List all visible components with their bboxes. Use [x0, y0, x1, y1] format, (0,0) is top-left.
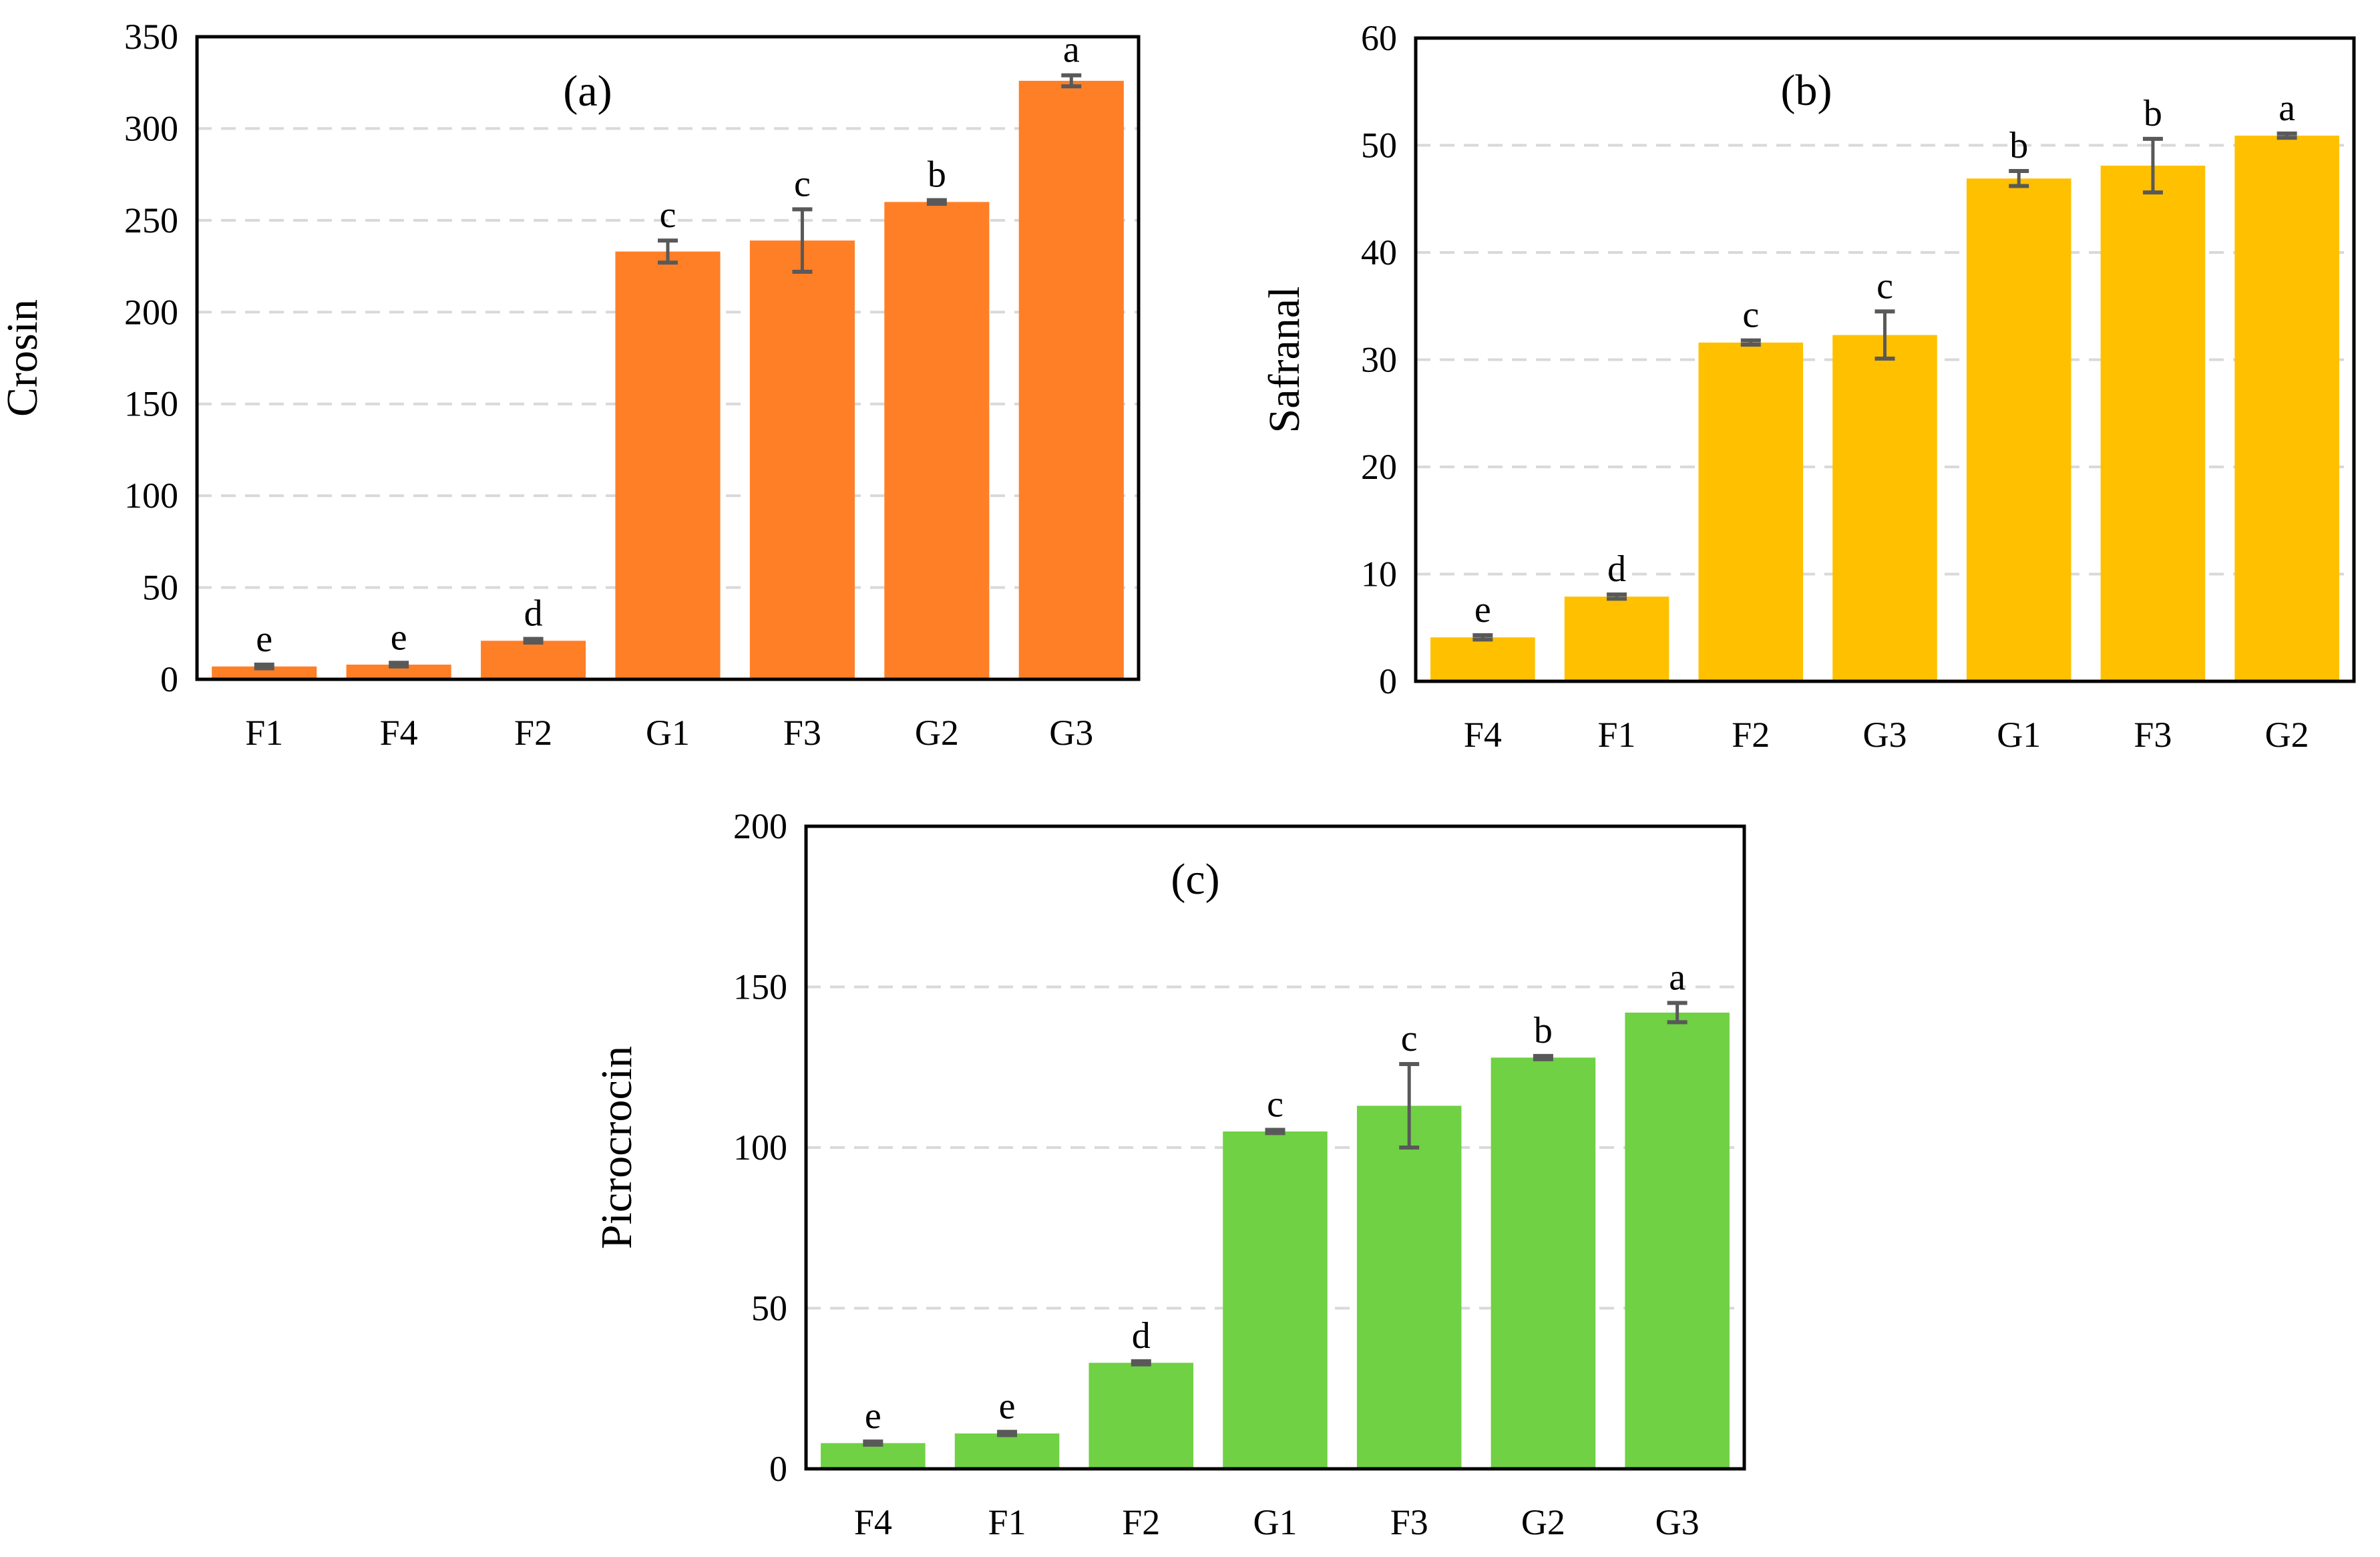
significance-letter: e [1474, 589, 1491, 631]
x-tick-label: G3 [1655, 1502, 1700, 1542]
y-tick-label: 10 [1361, 554, 1397, 594]
y-tick-label: 350 [124, 17, 178, 57]
significance-letter: e [865, 1395, 881, 1437]
bar-f2 [1088, 1363, 1194, 1469]
significance-letter: e [391, 617, 407, 658]
x-tick-label: F4 [380, 713, 418, 753]
bar-g3 [1018, 80, 1124, 680]
bar-f1 [1564, 596, 1669, 681]
plot-frame [804, 824, 1746, 1471]
x-tick-label: F2 [514, 713, 552, 753]
x-tick-label: F4 [854, 1502, 892, 1542]
panel-label: (c) [1171, 855, 1219, 904]
bar-f3 [749, 240, 855, 679]
significance-letter: d [1132, 1315, 1151, 1357]
x-tick-label: F1 [245, 713, 283, 753]
panel-b: 0 10 20 30 40 50 60 e F4 d F1 c F2 c G3 b G1 b F3 a G2 (b) Saf… [1260, 18, 2356, 755]
x-tick-label: F2 [1732, 715, 1770, 755]
bar-f1 [954, 1433, 1060, 1469]
panel-label: (b) [1781, 66, 1832, 115]
bar-f3 [1356, 1105, 1462, 1469]
significance-letter: a [1669, 957, 1685, 999]
bar-g3 [1625, 1012, 1730, 1469]
significance-letter: b [2009, 125, 2028, 166]
x-tick-label: G1 [1253, 1502, 1298, 1542]
significance-letter: c [660, 194, 676, 236]
y-tick-label: 0 [1379, 661, 1397, 701]
y-tick-label: 50 [1361, 126, 1397, 166]
significance-letter: b [1534, 1010, 1553, 1051]
plot-frame [195, 35, 1141, 681]
x-tick-label: F2 [1122, 1502, 1160, 1542]
bar-g3 [1832, 335, 1937, 682]
y-tick-label: 150 [124, 384, 178, 424]
significance-letter: b [928, 154, 946, 196]
panel-label: (a) [563, 67, 612, 116]
significance-letter: e [256, 619, 272, 660]
x-tick-label: F3 [783, 713, 821, 753]
y-tick-label: 150 [733, 967, 787, 1007]
y-tick-label: 50 [751, 1288, 787, 1329]
y-tick-label: 300 [124, 108, 178, 148]
bar-g2 [2234, 136, 2339, 681]
significance-letter: c [1267, 1084, 1283, 1126]
bar-g2 [884, 202, 990, 679]
plot-frame [1414, 36, 2356, 683]
bar-f4 [821, 1443, 926, 1469]
x-tick-label: F1 [988, 1502, 1026, 1542]
x-tick-label: G2 [1521, 1502, 1565, 1542]
y-tick-label: 100 [124, 476, 178, 516]
bar-f1 [212, 666, 317, 679]
x-tick-label: F1 [1598, 715, 1636, 755]
bar-g1 [1223, 1131, 1328, 1469]
y-tick-label: 30 [1361, 340, 1397, 380]
y-tick-label: 0 [769, 1449, 787, 1489]
significance-letter: d [524, 593, 543, 635]
bar-f4 [1430, 637, 1535, 681]
x-tick-label: G3 [1049, 713, 1093, 753]
y-axis-title: Safranal [1260, 287, 1309, 434]
bar-g1 [1966, 178, 2071, 681]
significance-letter: a [2278, 88, 2295, 129]
x-tick-label: G2 [915, 713, 959, 753]
x-tick-label: G3 [1863, 715, 1907, 755]
bar-f2 [1698, 342, 1804, 681]
bar-g1 [615, 251, 721, 679]
y-tick-label: 100 [733, 1128, 787, 1168]
significance-letter: b [2144, 93, 2162, 134]
significance-letter: c [1876, 265, 1893, 307]
significance-letter: e [999, 1386, 1016, 1427]
y-tick-label: 60 [1361, 18, 1397, 58]
y-tick-label: 200 [124, 292, 178, 332]
bar-f2 [481, 641, 586, 679]
panel-a: 050100150200250300350eF1eF4dF2cG1cF3bG2a… [0, 17, 1141, 753]
y-tick-label: 40 [1361, 232, 1397, 273]
y-axis-title: Picrocrocin [592, 1046, 641, 1249]
bar-f3 [2100, 165, 2206, 681]
bar-f4 [346, 665, 451, 679]
x-tick-label: F3 [2134, 715, 2172, 755]
x-tick-label: G1 [1997, 715, 2041, 755]
significance-letter: d [1607, 548, 1626, 590]
y-tick-label: 50 [142, 568, 178, 608]
y-tick-label: 200 [733, 806, 787, 846]
y-tick-label: 20 [1361, 447, 1397, 487]
x-tick-label: F3 [1390, 1502, 1428, 1542]
y-tick-label: 250 [124, 200, 178, 240]
significance-letter: c [1742, 295, 1759, 336]
x-tick-label: F4 [1464, 715, 1502, 755]
significance-letter: c [794, 163, 811, 204]
y-tick-label: 0 [160, 659, 178, 699]
y-axis-title: Crosin [0, 299, 47, 417]
bar-g2 [1491, 1057, 1596, 1469]
x-tick-label: G2 [2265, 715, 2309, 755]
significance-letter: c [1401, 1018, 1418, 1059]
panel-c: 0 50 100 150 200 e F4 e F1 d F2 c G1 c F3 b G2 a G3 (c) Picr… [592, 806, 1746, 1542]
x-tick-label: G1 [646, 713, 690, 753]
